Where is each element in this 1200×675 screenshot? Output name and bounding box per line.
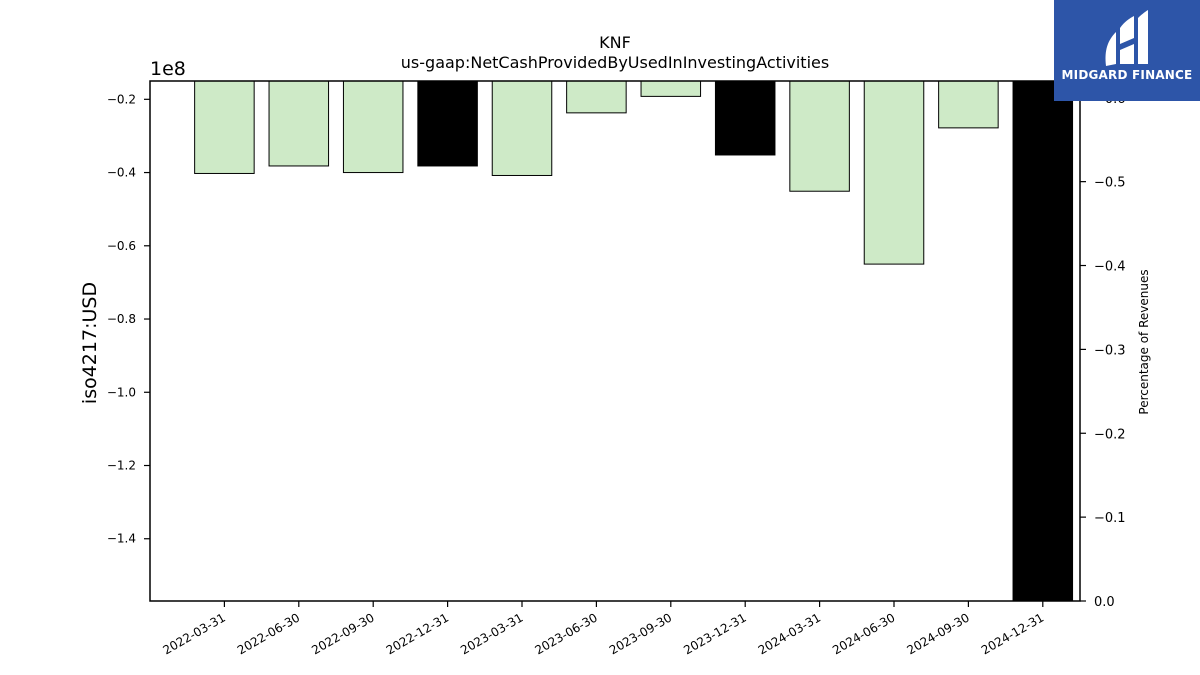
y-offset-label: 1e8 bbox=[150, 58, 186, 80]
y-tick-label: −1.0 bbox=[107, 385, 136, 399]
x-tick-label: 2022-03-31 bbox=[160, 610, 227, 657]
axes-group: 2022-03-31 2022-06-30 2022-09-30 2022-12-31… bbox=[107, 80, 1126, 657]
right-y-tick-label: −0.4 bbox=[1094, 260, 1126, 275]
x-tick-label: 2023-06-30 bbox=[532, 610, 599, 657]
bar bbox=[640, 80, 702, 97]
right-y-tick-label: −0.2 bbox=[1094, 427, 1126, 442]
x-tick-label: 2023-03-31 bbox=[458, 610, 525, 657]
right-y-tick-label: −0.5 bbox=[1094, 176, 1126, 191]
y-tick-label: −1.2 bbox=[107, 459, 136, 473]
bar bbox=[268, 80, 330, 167]
logo-mark-icon bbox=[1105, 10, 1148, 66]
bar bbox=[714, 80, 776, 156]
y-tick-label: −0.2 bbox=[107, 92, 136, 106]
x-tick-label: 2022-09-30 bbox=[309, 610, 376, 657]
x-tick-label: 2024-12-31 bbox=[979, 610, 1046, 657]
bar bbox=[417, 80, 478, 167]
x-tick-label: 2024-06-30 bbox=[830, 610, 897, 657]
plot-frame bbox=[149, 80, 1081, 602]
bar bbox=[863, 80, 925, 265]
midgard-finance-logo: MIDGARD FINANCE bbox=[1054, 0, 1200, 101]
bar bbox=[342, 80, 404, 174]
right-y-axis-label: Percentage of Revenues bbox=[1137, 269, 1151, 414]
x-tick-label: 2022-12-31 bbox=[384, 610, 451, 657]
x-tick-label: 2024-09-30 bbox=[904, 610, 971, 657]
x-tick-label: 2022-06-30 bbox=[235, 610, 302, 657]
bar bbox=[491, 80, 553, 176]
y-tick-label: −1.4 bbox=[107, 532, 136, 546]
y-tick-label: −0.4 bbox=[107, 166, 136, 180]
y-axis-label: iso4217:USD bbox=[79, 282, 101, 404]
bar bbox=[789, 80, 850, 192]
logo-text: MIDGARD FINANCE bbox=[1061, 68, 1193, 82]
bar bbox=[938, 80, 999, 129]
bar bbox=[1012, 80, 1074, 602]
right-y-tick-label: −0.3 bbox=[1094, 343, 1126, 358]
x-tick-label: 2023-12-31 bbox=[681, 610, 748, 657]
y-tick-label: −0.8 bbox=[107, 312, 136, 326]
bar bbox=[566, 80, 627, 114]
chart-title: KNF bbox=[599, 33, 631, 52]
right-y-tick-label: −0.1 bbox=[1094, 511, 1126, 526]
y-tick-label: −0.6 bbox=[107, 239, 136, 253]
right-y-tick-label: 0.0 bbox=[1094, 595, 1115, 610]
bar bbox=[194, 80, 255, 174]
x-tick-label: 2024-03-31 bbox=[756, 610, 823, 657]
bars-group bbox=[194, 80, 1074, 602]
chart-subtitle: us-gaap:NetCashProvidedByUsedInInvesting… bbox=[401, 53, 829, 72]
x-tick-label: 2023-09-30 bbox=[607, 610, 674, 657]
